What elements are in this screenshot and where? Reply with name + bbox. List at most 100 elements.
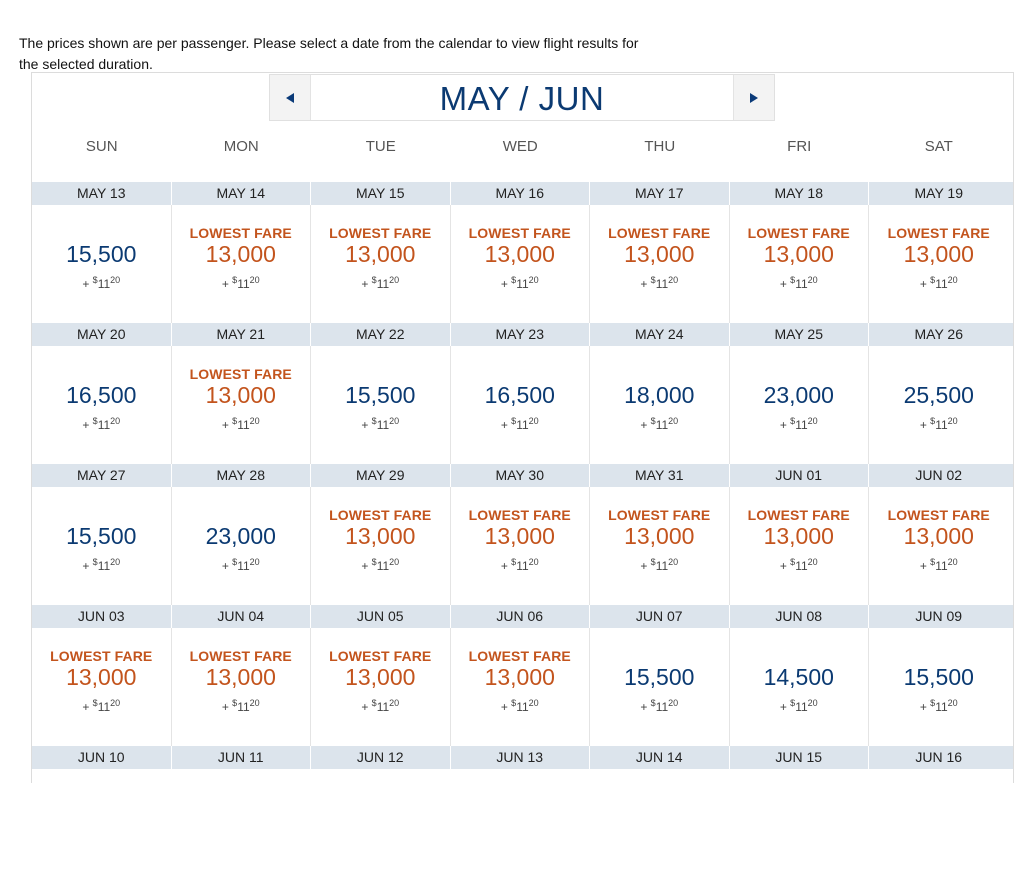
date-label: MAY 19: [914, 185, 963, 201]
date-label: MAY 13: [32, 182, 172, 205]
fare-cell[interactable]: LOWEST FARE 13,000 + $1120: [451, 628, 590, 746]
tax-currency: $: [232, 557, 238, 567]
tax-cents: 20: [528, 557, 539, 567]
lowest-fare-label: LOWEST FARE: [329, 648, 432, 664]
calendar-week: JUN 03 JUN 04 JUN 05 JUN 06 JUN 07 JUN 08 JUN …: [32, 605, 1013, 746]
tax-cents: 20: [947, 557, 958, 567]
lowest-fare-label: LOWEST FARE: [747, 507, 850, 523]
tax-dollars: 11: [795, 559, 808, 573]
fare-cell[interactable]: 15,500 + $1120: [311, 346, 451, 464]
tax-dollars: 11: [795, 277, 808, 291]
lowest-fare-label: LOWEST FARE: [468, 225, 571, 241]
tax-currency: $: [232, 698, 238, 708]
tax-plus: +: [640, 418, 648, 432]
lowest-fare-label: LOWEST FARE: [189, 366, 292, 382]
fare-miles: 23,000: [205, 523, 276, 549]
tax-plus: +: [640, 559, 648, 573]
fare-cell[interactable]: 14,500 + $1120: [730, 628, 869, 746]
month-navigator: MAY / JUN: [269, 74, 775, 121]
tax-plus: +: [640, 277, 648, 291]
tax-currency: $: [232, 275, 238, 285]
tax-cents: 20: [807, 275, 818, 285]
fare-miles: 13,000: [345, 664, 416, 690]
fare-taxes: + $1120: [590, 698, 729, 714]
fare-miles: 14,500: [763, 664, 834, 690]
fare-cell[interactable]: LOWEST FARE 13,000 + $1120: [172, 205, 311, 323]
date-label: MAY 23: [451, 323, 590, 346]
date-label: MAY 30: [451, 464, 590, 487]
tax-currency: $: [92, 557, 98, 567]
fare-cell[interactable]: LOWEST FARE 13,000 + $1120: [590, 487, 730, 605]
tax-dollars: 11: [237, 277, 250, 291]
fare-cell[interactable]: 23,000 + $1120: [172, 487, 311, 605]
date-label: JUN 06: [451, 605, 590, 628]
fare-cell[interactable]: 16,500 + $1120: [451, 346, 590, 464]
weekday-sat: SAT: [924, 138, 953, 155]
date-label: MAY 26: [914, 326, 963, 342]
fare-taxes: + $1120: [311, 557, 450, 573]
tax-dollars: 11: [516, 559, 529, 573]
fare-cell[interactable]: 18,000 + $1120: [590, 346, 730, 464]
tax-plus: +: [361, 418, 369, 432]
tax-plus: +: [82, 559, 90, 573]
fare-cell[interactable]: LOWEST FARE 13,000 + $1120: [730, 487, 869, 605]
tax-cents: 20: [389, 698, 400, 708]
tax-currency: $: [511, 416, 517, 426]
date-label: MAY 29: [311, 464, 451, 487]
fare-cell[interactable]: 23,000 + $1120: [730, 346, 869, 464]
tax-cents: 20: [807, 557, 818, 567]
fare-cell[interactable]: LOWEST FARE 13,000 + $1120: [451, 487, 590, 605]
tax-cents: 20: [947, 698, 958, 708]
tax-currency: $: [232, 416, 238, 426]
tax-plus: +: [779, 277, 787, 291]
fare-cell[interactable]: LOWEST FARE 13,000 + $1120: [172, 346, 311, 464]
tax-plus: +: [82, 277, 90, 291]
fare-taxes: + $1120: [590, 557, 729, 573]
fare-cell[interactable]: 16,500 + $1120: [32, 346, 172, 464]
fare-calendar: MAY / JUN SUN MON TUE WED THU FRI SAT MA…: [31, 72, 1014, 783]
next-month-button[interactable]: [733, 75, 774, 120]
fare-cell[interactable]: LOWEST FARE 13,000 + $1120: [869, 487, 1009, 605]
tax-dollars: 11: [516, 418, 529, 432]
fare-cell[interactable]: LOWEST FARE 13,000 + $1120: [730, 205, 869, 323]
fare-row: 15,500 + $1120 23,000 + $1120 LOWEST FARE 13,…: [32, 487, 1013, 605]
fare-cell[interactable]: LOWEST FARE 13,000 + $1120: [311, 487, 451, 605]
tax-currency: $: [511, 698, 517, 708]
weekday-wed: WED: [502, 138, 538, 155]
date-label: JUN 13: [451, 746, 590, 769]
fare-cell[interactable]: 15,500 + $1120: [32, 205, 172, 323]
fare-cell[interactable]: LOWEST FARE 13,000 + $1120: [311, 628, 451, 746]
calendar-week: JUN 10 JUN 11 JUN 12 JUN 13 JUN 14 JUN 15 JUN …: [32, 746, 1013, 887]
tax-plus: +: [500, 418, 508, 432]
tax-plus: +: [500, 700, 508, 714]
fare-cell[interactable]: 15,500 + $1120: [32, 487, 172, 605]
fare-cell[interactable]: LOWEST FARE 13,000 + $1120: [869, 205, 1009, 323]
fare-taxes: + $1120: [172, 275, 311, 291]
fare-cell[interactable]: LOWEST FARE 13,000 + $1120: [590, 205, 730, 323]
tax-currency: $: [650, 557, 656, 567]
fare-cell[interactable]: LOWEST FARE 13,000 + $1120: [311, 205, 451, 323]
fare-taxes: + $1120: [869, 275, 1009, 291]
fare-cell[interactable]: LOWEST FARE 13,000 + $1120: [32, 628, 172, 746]
tax-plus: +: [82, 700, 90, 714]
tax-dollars: 11: [516, 700, 529, 714]
fare-taxes: + $1120: [32, 698, 171, 714]
fare-taxes: + $1120: [311, 275, 450, 291]
fare-taxes: + $1120: [451, 698, 590, 714]
fare-cell[interactable]: 25,500 + $1120: [869, 346, 1009, 464]
fare-cell[interactable]: LOWEST FARE 13,000 + $1120: [172, 628, 311, 746]
previous-month-button[interactable]: [270, 75, 311, 120]
tax-dollars: 11: [237, 559, 250, 573]
tax-cents: 20: [668, 698, 679, 708]
tax-plus: +: [779, 418, 787, 432]
lowest-fare-label: LOWEST FARE: [189, 648, 292, 664]
fare-taxes: + $1120: [32, 557, 171, 573]
fare-cell[interactable]: 15,500 + $1120: [590, 628, 730, 746]
tax-currency: $: [92, 416, 98, 426]
fare-cell[interactable]: LOWEST FARE 13,000 + $1120: [451, 205, 590, 323]
fare-cell[interactable]: 15,500 + $1120: [869, 628, 1009, 746]
date-label: JUN 07: [590, 605, 730, 628]
fare-miles: 13,000: [624, 241, 695, 267]
tax-cents: 20: [668, 275, 679, 285]
date-label: JUN 08: [730, 605, 869, 628]
